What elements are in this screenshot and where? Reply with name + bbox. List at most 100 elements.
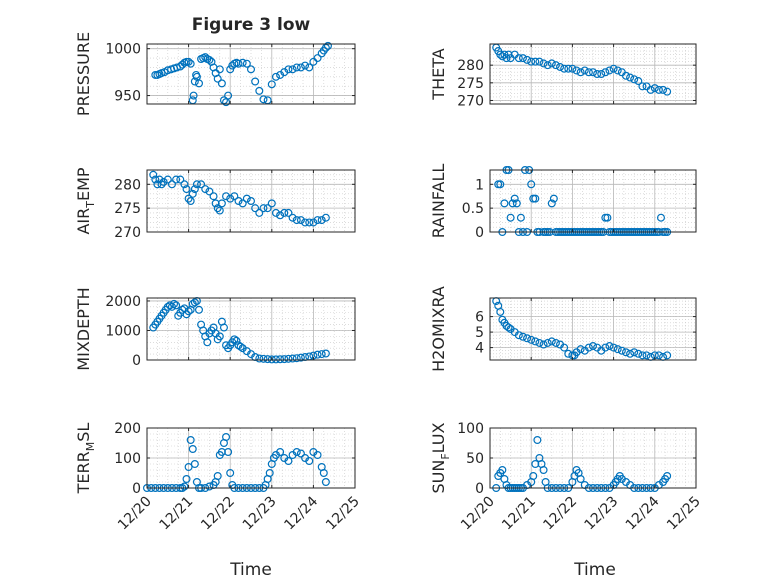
terrmsl-y-axis-label-rest: SL xyxy=(74,423,93,442)
sunflux-y-tick-label: 50 xyxy=(466,451,484,467)
terrmsl-data-point xyxy=(319,469,328,478)
theta-y-axis-label: THETA xyxy=(429,48,448,100)
airtemp-data-point xyxy=(197,180,206,189)
mixdepth-data-point xyxy=(230,335,239,344)
airtemp-data-point xyxy=(271,208,280,217)
theta-data-point xyxy=(609,64,618,73)
terrmsl-data-point xyxy=(321,478,330,487)
airtemp-data-point xyxy=(321,213,330,222)
rainfall-y-tick-label: 0 xyxy=(475,225,484,241)
rainfall-data-point xyxy=(510,194,519,203)
mixdepth-y-tick-label: 1000 xyxy=(105,323,141,339)
theta-data-point xyxy=(634,77,643,86)
h2omixra-data-point xyxy=(584,343,593,352)
pressure-data-point xyxy=(251,77,260,86)
airtemp-data-point xyxy=(222,192,231,201)
h2omixra-data-point xyxy=(514,331,523,340)
sunflux-data-point xyxy=(663,472,672,481)
mixdepth-data-point xyxy=(259,354,268,363)
mixdepth-data-point xyxy=(267,355,276,364)
airtemp-data-point xyxy=(263,204,272,213)
theta-data-point xyxy=(576,68,585,77)
h2omixra-data-point xyxy=(551,338,560,347)
mixdepth-data-point xyxy=(288,354,297,363)
airtemp-data-point xyxy=(201,185,210,194)
airtemp-data-point xyxy=(301,218,310,227)
h2omixra-data-point xyxy=(576,345,585,354)
airtemp-data-point xyxy=(213,204,222,213)
rainfall-data-point xyxy=(531,194,540,203)
terrmsl-data-point xyxy=(186,436,195,445)
pressure-y-tick-label: 950 xyxy=(114,89,141,105)
theta-data-point xyxy=(551,61,560,70)
mixdepth-data-point xyxy=(163,302,172,311)
airtemp-data-point xyxy=(317,216,326,225)
mixdepth-data-point xyxy=(219,323,228,332)
mixdepth-y-tick-label: 0 xyxy=(132,353,141,369)
h2omixra-data-point xyxy=(543,338,552,347)
theta-y-tick-label: 280 xyxy=(457,58,484,74)
sunflux-y-axis-label: SUNFLUX xyxy=(429,422,452,493)
mixdepth-data-point xyxy=(280,355,289,364)
terrmsl-data-point xyxy=(188,445,197,454)
terrmsl-data-point xyxy=(296,449,305,458)
airtemp-data-point xyxy=(309,218,318,227)
airtemp-data-point xyxy=(247,197,256,206)
h2omixra-data-point xyxy=(588,342,597,351)
pressure-data-point xyxy=(215,65,224,74)
terrmsl-data-point xyxy=(284,457,293,466)
theta-data-point xyxy=(527,57,536,66)
mixdepth-data-point xyxy=(321,349,330,358)
terrmsl-data-point xyxy=(305,457,314,466)
rainfall-data-point xyxy=(603,213,612,222)
theta-data-point xyxy=(613,66,622,75)
terrmsl-data-point xyxy=(265,469,274,478)
h2omixra-data-point xyxy=(642,351,651,360)
h2omixra-data-point xyxy=(518,332,527,341)
sunflux-y-tick-label: 0 xyxy=(475,481,484,497)
terrmsl-y-axis-label: TERRMSL xyxy=(74,423,97,495)
theta-data-point xyxy=(597,69,606,78)
airtemp-y-axis-label-rest: EMP xyxy=(74,167,93,201)
theta-data-point xyxy=(531,57,540,66)
mixdepth-data-point xyxy=(296,353,305,362)
h2omixra-data-point xyxy=(531,337,540,346)
pressure-data-point xyxy=(259,95,268,104)
h2omixra-data-point xyxy=(630,348,639,357)
h2omixra-data-point xyxy=(621,348,630,357)
pressure-data-point xyxy=(186,59,195,68)
mixdepth-data-point xyxy=(203,338,212,347)
mixdepth-data-point xyxy=(313,350,322,359)
airtemp-data-point xyxy=(151,175,160,184)
sunflux-y-axis-label-main: SUN xyxy=(429,460,448,494)
airtemp-data-point xyxy=(184,194,193,203)
mixdepth-data-point xyxy=(172,301,181,310)
h2omixra-data-point xyxy=(601,343,610,352)
theta-data-point xyxy=(650,84,659,93)
h2omixra-data-point xyxy=(496,307,505,316)
theta-data-point xyxy=(543,61,552,70)
mixdepth-data-point xyxy=(236,342,245,351)
theta-data-point xyxy=(560,64,569,73)
airtemp-data-point xyxy=(167,180,176,189)
terrmsl-y-axis-label-subscript: M xyxy=(84,442,97,452)
airtemp-y-tick-label: 280 xyxy=(114,177,141,193)
pressure-y-axis-label: PRESSURE xyxy=(74,32,93,116)
sunflux-y-axis-label-subscript: F xyxy=(439,453,452,459)
mixdepth-data-point xyxy=(263,355,272,364)
airtemp-data-point xyxy=(188,189,197,198)
terrmsl-data-point xyxy=(180,482,189,491)
subplot-airtemp: 270 275 280 AIRTEMP xyxy=(74,167,356,241)
theta-data-point xyxy=(646,85,655,94)
pressure-data-point xyxy=(238,58,247,67)
h2omixra-data-point xyxy=(535,338,544,347)
airtemp-axes-box xyxy=(146,169,356,233)
airtemp-data-point xyxy=(186,197,195,206)
theta-data-point xyxy=(593,69,602,78)
airtemp-data-point xyxy=(238,199,247,208)
rainfall-data-point xyxy=(512,199,521,208)
pressure-data-point xyxy=(205,55,214,64)
airtemp-data-point xyxy=(226,194,235,203)
sunflux-data-point xyxy=(576,475,585,484)
